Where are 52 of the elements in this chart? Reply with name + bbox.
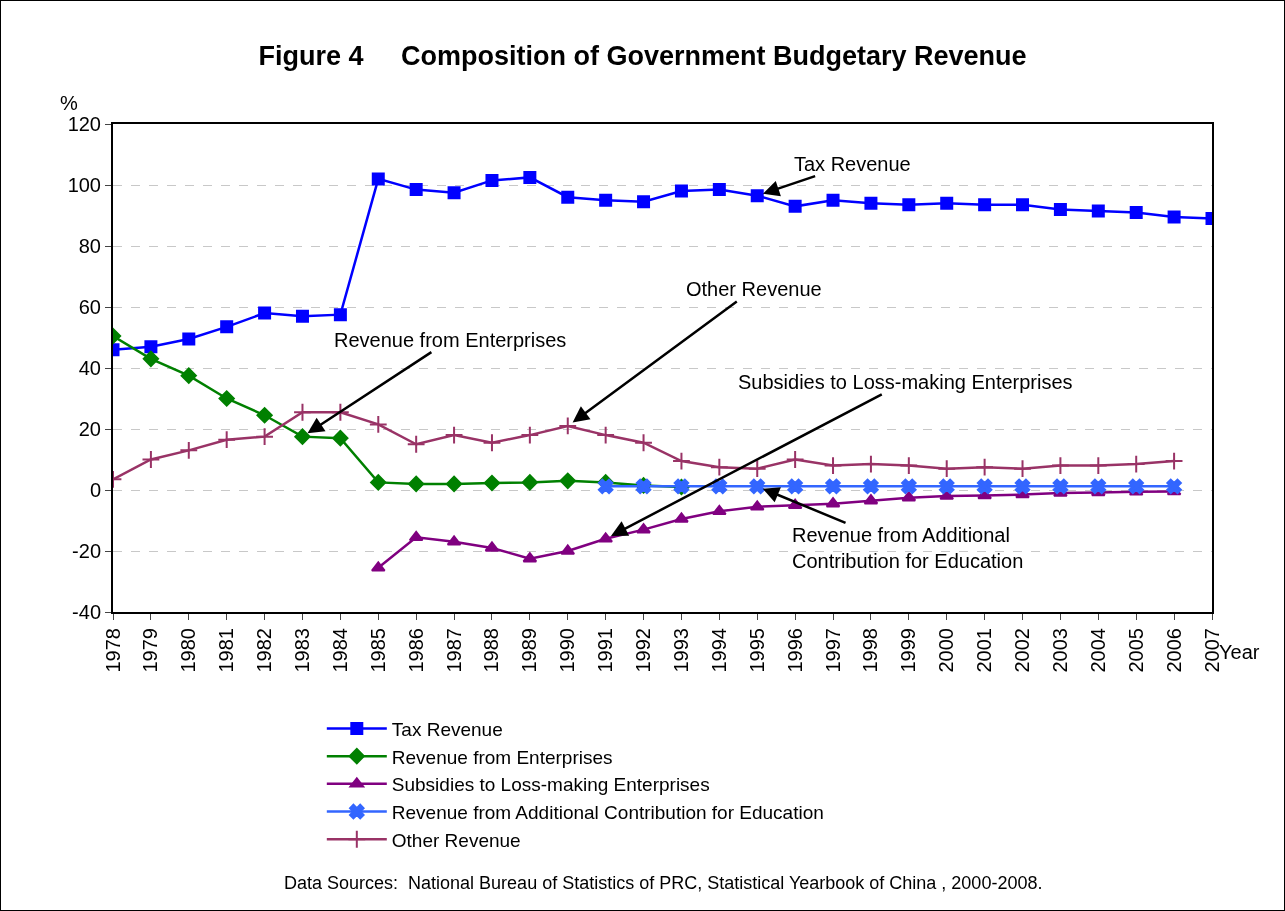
annotation: Revenue from Enterprises <box>334 329 567 351</box>
x-tick-label: 1986 <box>404 628 427 673</box>
x-tick-label: 1988 <box>480 628 503 673</box>
x-tick-label: 1981 <box>215 628 238 673</box>
x-tick-label: 1979 <box>139 628 162 673</box>
legend-label: Other Revenue <box>391 829 521 851</box>
x-tick-label: 2001 <box>973 628 996 673</box>
chart-title: Figure 4 Composition of Government Budgetary Revenue <box>258 41 1027 72</box>
y-tick-label: 0 <box>89 479 101 501</box>
y-tick-label: 20 <box>78 418 101 440</box>
y-tick-label: 100 <box>67 174 101 196</box>
y-tick-label: 40 <box>78 357 101 379</box>
y-tick-label: 120 <box>67 113 101 135</box>
x-tick-label: 1994 <box>707 628 730 673</box>
x-tick-label: 2004 <box>1086 628 1109 673</box>
x-tick-label: 1996 <box>783 628 806 673</box>
legend-label: Tax Revenue <box>391 718 503 740</box>
annotation: Other Revenue <box>686 278 822 300</box>
x-tick-label: 1997 <box>821 628 844 673</box>
x-tick-label: 2000 <box>935 628 958 673</box>
x-tick-label: 2006 <box>1162 628 1185 673</box>
x-tick-label: 1990 <box>556 628 579 673</box>
annotation: Tax Revenue <box>794 153 911 175</box>
y-tick-label: 80 <box>78 235 101 257</box>
x-tick-label: 1993 <box>669 628 692 673</box>
y-axis-title: % <box>60 92 78 114</box>
legend-label: Subsidies to Loss-making Enterprises <box>391 774 710 796</box>
x-tick-label: 1998 <box>859 628 882 673</box>
x-tick-label: 2002 <box>1011 628 1034 673</box>
x-axis-title: Year <box>1219 641 1260 663</box>
x-tick-label: 1999 <box>897 628 920 673</box>
x-tick-label: 1980 <box>177 628 200 673</box>
legend-label: Revenue from Enterprises <box>391 746 613 768</box>
x-tick-label: 1985 <box>366 628 389 673</box>
x-tick-label: 1995 <box>745 628 768 673</box>
annotation: Subsidies to Loss-making Enterprises <box>738 371 1073 393</box>
x-tick-label: 1984 <box>328 628 351 673</box>
x-tick-label: 1987 <box>442 628 465 673</box>
x-tick-label: 1989 <box>518 628 541 673</box>
x-tick-label: 1992 <box>632 628 655 673</box>
y-tick-label: -20 <box>72 540 101 562</box>
x-tick-label: 1991 <box>594 628 617 673</box>
y-tick-label: 60 <box>78 296 101 318</box>
annotation: Revenue from Additional Contribution for Education <box>792 524 1024 572</box>
x-tick-label: 2003 <box>1048 628 1071 673</box>
x-tick-label: 1982 <box>253 628 276 673</box>
x-tick-label: 2005 <box>1124 628 1147 673</box>
x-tick-label: 1983 <box>290 628 313 673</box>
legend-label: Revenue from Additional Contribution for Education <box>391 801 824 823</box>
text: Data Sources: National Bureau of Statistics of PRC, Statistical Yearbook of China , 2000-2008. <box>284 873 1043 893</box>
x-tick-label: 1978 <box>101 628 124 673</box>
y-tick-label: -40 <box>72 601 101 623</box>
